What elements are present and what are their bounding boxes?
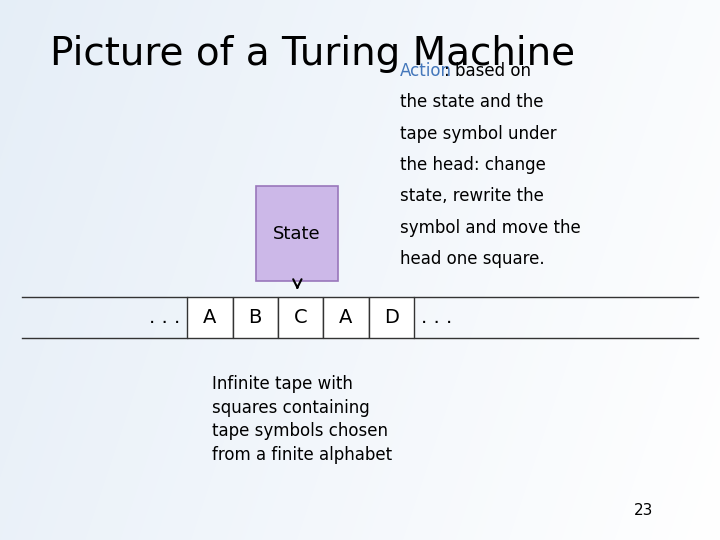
FancyBboxPatch shape bbox=[323, 297, 369, 338]
Text: symbol and move the: symbol and move the bbox=[400, 219, 580, 237]
Text: 23: 23 bbox=[634, 503, 653, 518]
Text: C: C bbox=[294, 308, 307, 327]
Text: B: B bbox=[248, 308, 262, 327]
Text: Infinite tape with
squares containing
tape symbols chosen
from a finite alphabet: Infinite tape with squares containing ta… bbox=[212, 375, 392, 464]
Text: A: A bbox=[339, 308, 353, 327]
Text: D: D bbox=[384, 308, 399, 327]
Text: Picture of a Turing Machine: Picture of a Turing Machine bbox=[50, 35, 575, 73]
FancyBboxPatch shape bbox=[278, 297, 323, 338]
Text: A: A bbox=[203, 308, 217, 327]
Text: the head: change: the head: change bbox=[400, 156, 546, 174]
FancyBboxPatch shape bbox=[233, 297, 278, 338]
Text: . . .: . . . bbox=[421, 308, 452, 327]
FancyBboxPatch shape bbox=[187, 297, 233, 338]
Text: : based on: : based on bbox=[444, 62, 531, 80]
Text: state, rewrite the: state, rewrite the bbox=[400, 187, 544, 205]
FancyBboxPatch shape bbox=[256, 186, 338, 281]
FancyBboxPatch shape bbox=[369, 297, 414, 338]
Text: Action: Action bbox=[400, 62, 451, 80]
Text: head one square.: head one square. bbox=[400, 250, 544, 268]
Text: . . .: . . . bbox=[149, 308, 180, 327]
Text: the state and the: the state and the bbox=[400, 93, 543, 111]
Text: tape symbol under: tape symbol under bbox=[400, 125, 557, 143]
Text: State: State bbox=[273, 225, 321, 242]
